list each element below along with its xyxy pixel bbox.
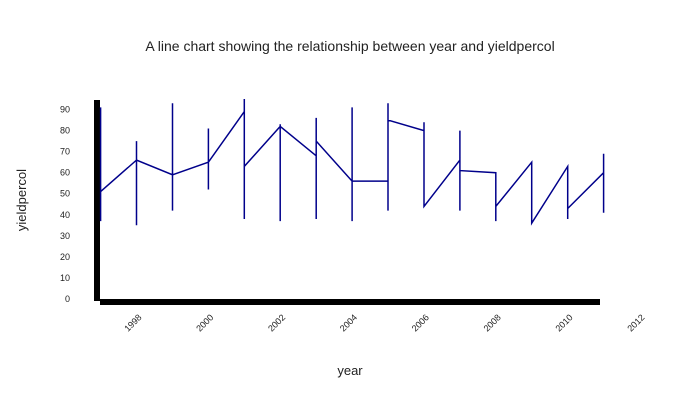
x-tick-label: 2000 xyxy=(194,312,215,333)
x-tick-label: 2006 xyxy=(410,312,431,333)
y-tick-label: 60 xyxy=(60,168,70,178)
y-tick-label: 20 xyxy=(60,252,70,262)
x-tick-label: 1998 xyxy=(122,312,143,333)
x-tick-label: 2012 xyxy=(625,312,646,333)
series-group xyxy=(99,98,605,226)
axes xyxy=(94,100,600,305)
y-tick-label: 80 xyxy=(60,126,70,136)
y-tick-labels: 0 10 20 30 40 50 60 70 80 90 xyxy=(60,105,70,304)
x-tick-label: 2004 xyxy=(338,312,359,333)
x-axis-label: year xyxy=(337,363,363,378)
y-tick-label: 0 xyxy=(65,294,70,304)
y-tick-label: 10 xyxy=(60,273,70,283)
x-tick-label: 2010 xyxy=(553,312,574,333)
x-tick-label: 2008 xyxy=(482,312,503,333)
series-line xyxy=(99,99,605,226)
x-tick-label: 2002 xyxy=(266,312,287,333)
x-tick-labels: 1998 2000 2002 2004 2006 2008 2010 2012 xyxy=(122,312,646,333)
y-tick-label: 40 xyxy=(60,210,70,220)
y-tick-label: 50 xyxy=(60,189,70,199)
y-axis-label: yieldpercol xyxy=(14,169,29,231)
chart-title: A line chart showing the relationship be… xyxy=(145,38,554,54)
y-tick-label: 70 xyxy=(60,147,70,157)
y-tick-label: 90 xyxy=(60,105,70,115)
y-tick-label: 30 xyxy=(60,231,70,241)
